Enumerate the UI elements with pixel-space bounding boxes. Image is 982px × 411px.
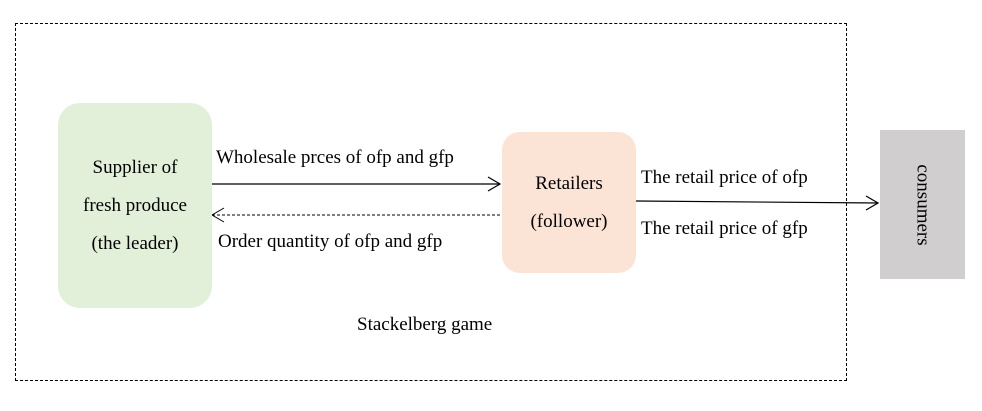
consumers-node: consumers xyxy=(880,130,965,279)
stackelberg-game-frame xyxy=(15,23,847,381)
retail-price-arrow xyxy=(635,200,879,204)
order-arrow-head xyxy=(211,207,225,223)
retailer-line-1: Retailers xyxy=(535,172,603,194)
frame-caption: Stackelberg game xyxy=(357,314,493,335)
consumers-label: consumers xyxy=(912,163,934,246)
supplier-line-2: fresh produce xyxy=(83,194,187,216)
wholesale-arrow-head xyxy=(487,176,502,192)
supplier-line-3: (the leader) xyxy=(91,232,179,254)
supplier-line-1: Supplier of xyxy=(92,156,178,178)
retail-price-ofp-label: The retail price of ofp xyxy=(641,167,808,188)
retailer-node: Retailers (follower) xyxy=(502,132,636,273)
wholesale-price-label: Wholesale prces of ofp and gfp xyxy=(216,147,454,168)
retail-price-gfp-label: The retail price of gfp xyxy=(641,218,808,239)
retailer-line-2: (follower) xyxy=(530,210,608,232)
order-quantity-label: Order quantity of ofp and gfp xyxy=(218,231,443,252)
retail-price-arrow-head xyxy=(865,195,880,211)
supplier-node: Supplier of fresh produce (the leader) xyxy=(58,103,212,308)
